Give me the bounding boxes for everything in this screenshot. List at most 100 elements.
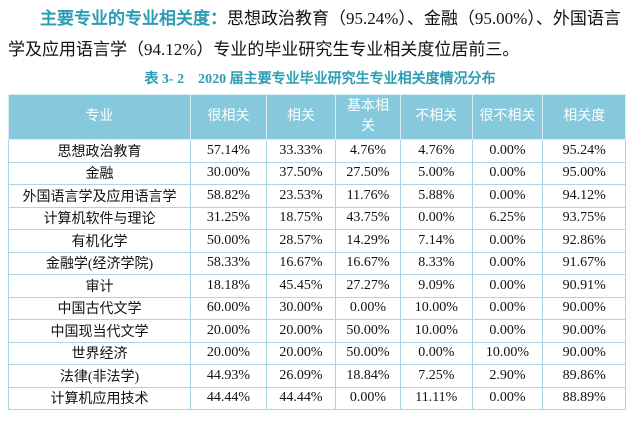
- table-cell: 26.09%: [265, 364, 337, 388]
- table-cell: 16.67%: [265, 251, 337, 275]
- table-cell: 44.93%: [190, 364, 267, 388]
- table-cell: 93.75%: [542, 206, 626, 230]
- table-cell: 20.00%: [190, 341, 267, 365]
- table-cell: 90.91%: [542, 274, 626, 298]
- table-cell: 18.75%: [265, 206, 337, 230]
- table-cell: 20.00%: [265, 341, 337, 365]
- table-row: 法律(非法学) 44.93% 26.09% 18.84% 7.25% 2.90% 89.86…: [7, 364, 626, 388]
- table-cell: 0.00%: [335, 386, 401, 410]
- table-cell: 28.57%: [265, 229, 337, 253]
- table-cell: 0.00%: [471, 184, 544, 208]
- header-cell: 相关度: [542, 94, 626, 140]
- table-cell: 44.44%: [190, 386, 267, 410]
- table-cell: 88.89%: [542, 386, 626, 410]
- table-cell: 0.00%: [471, 229, 544, 253]
- table-cell: 43.75%: [335, 206, 401, 230]
- table-cell: 0.00%: [471, 274, 544, 298]
- table-cell: 7.25%: [399, 364, 473, 388]
- table: 专业 很相关 相关 基本相关 不相关 很不相关 相关度 思想政治教育 57.14% 33.33%…: [7, 94, 626, 410]
- table-row: 中国现当代文学 20.00% 20.00% 50.00% 10.00% 0.00% 90.0…: [7, 319, 626, 343]
- table-row: 有机化学 50.00% 28.57% 14.29% 7.14% 0.00% 92.86%: [7, 229, 626, 253]
- table-cell: 法律(非法学): [7, 364, 192, 388]
- table-cell: 7.14%: [399, 229, 473, 253]
- table-cell: 金融学(经济学院): [7, 251, 192, 275]
- header-cell: 专业: [7, 94, 192, 140]
- table-cell: 10.00%: [399, 296, 473, 320]
- table-cell: 外国语言学及应用语言学: [7, 184, 192, 208]
- table-cell: 20.00%: [265, 319, 337, 343]
- table-cell: 中国现当代文学: [7, 319, 192, 343]
- table-cell: 33.33%: [265, 139, 337, 163]
- table-cell: 4.76%: [335, 139, 401, 163]
- table-cell: 中国古代文学: [7, 296, 192, 320]
- table-cell: 95.24%: [542, 139, 626, 163]
- header-cell: 基本相关: [335, 94, 401, 140]
- table-cell: 计算机应用技术: [7, 386, 192, 410]
- table-cell: 10.00%: [471, 341, 544, 365]
- table-cell: 11.76%: [335, 184, 401, 208]
- highlight: 主要专业的专业相关度：: [40, 9, 227, 28]
- header-cell: 很不相关: [471, 94, 544, 140]
- table-cell: 9.09%: [399, 274, 473, 298]
- table-cell: 92.86%: [542, 229, 626, 253]
- table-cell: 世界经济: [7, 341, 192, 365]
- table-cell: 0.00%: [471, 319, 544, 343]
- table-cell: 90.00%: [542, 296, 626, 320]
- table-cell: 0.00%: [399, 341, 473, 365]
- table-row: 中国古代文学 60.00% 30.00% 0.00% 10.00% 0.00% 90.00%: [7, 296, 626, 320]
- table-cell: 0.00%: [335, 296, 401, 320]
- table-cell: 8.33%: [399, 251, 473, 275]
- table-cell: 4.76%: [399, 139, 473, 163]
- header-cell: 相关: [265, 94, 337, 140]
- table-cell: 30.00%: [190, 161, 267, 185]
- table-cell: 31.25%: [190, 206, 267, 230]
- table-cell: 0.00%: [471, 386, 544, 410]
- table-cell: 5.00%: [399, 161, 473, 185]
- table-cell: 思想政治教育: [7, 139, 192, 163]
- header-cell: 不相关: [399, 94, 473, 140]
- table-cell: 50.00%: [190, 229, 267, 253]
- table-cell: 6.25%: [471, 206, 544, 230]
- table-cell: 90.00%: [542, 319, 626, 343]
- paragraph-line: 学及应用语言学（94.12%）专业的毕业研究生专业相关度位居前三。: [8, 40, 520, 59]
- table-cell: 2.90%: [471, 364, 544, 388]
- table-cell: 37.50%: [265, 161, 337, 185]
- table-cell: 50.00%: [335, 341, 401, 365]
- table-cell: 57.14%: [190, 139, 267, 163]
- table-cell: 0.00%: [471, 296, 544, 320]
- table-cell: 11.11%: [399, 386, 473, 410]
- table-cell: 44.44%: [265, 386, 337, 410]
- table-cell: 50.00%: [335, 319, 401, 343]
- table-cell: 91.67%: [542, 251, 626, 275]
- table-cell: 计算机软件与理论: [7, 206, 192, 230]
- header-row: 专业 很相关 相关 基本相关 不相关 很不相关 相关度: [7, 94, 626, 140]
- table-cell: 0.00%: [471, 139, 544, 163]
- table-cell: 16.67%: [335, 251, 401, 275]
- table-caption: 表 3- 2 2020 届主要专业毕业研究生专业相关度情况分布: [144, 72, 496, 87]
- table-cell: 18.18%: [190, 274, 267, 298]
- table-cell: 5.88%: [399, 184, 473, 208]
- table-cell: 0.00%: [471, 251, 544, 275]
- table-cell: 23.53%: [265, 184, 337, 208]
- table-cell: 有机化学: [7, 229, 192, 253]
- text: 思想政治教育（95.24%）、金融（95.00%）、外国语言: [227, 9, 621, 28]
- table-cell: 20.00%: [190, 319, 267, 343]
- table-cell: 58.33%: [190, 251, 267, 275]
- table-cell: 58.82%: [190, 184, 267, 208]
- table-cell: 95.00%: [542, 161, 626, 185]
- table-cell: 94.12%: [542, 184, 626, 208]
- table-cell: 45.45%: [265, 274, 337, 298]
- table-cell: 0.00%: [399, 206, 473, 230]
- table-row: 计算机软件与理论 31.25% 18.75% 43.75% 0.00% 6.25% 93.7…: [7, 206, 626, 230]
- table-cell: 90.00%: [542, 341, 626, 365]
- table-cell: 27.50%: [335, 161, 401, 185]
- paragraph-line: 主要专业的专业相关度：思想政治教育（95.24%）、金融（95.00%）、外国语…: [40, 4, 621, 29]
- table-cell: 14.29%: [335, 229, 401, 253]
- table-cell: 0.00%: [471, 161, 544, 185]
- table-body: 思想政治教育 57.14% 33.33% 4.76% 4.76% 0.00% 95.24% 金…: [7, 139, 626, 410]
- table-row: 世界经济 20.00% 20.00% 50.00% 0.00% 10.00% 90.00%: [7, 341, 626, 365]
- table-cell: 审计: [7, 274, 192, 298]
- table-cell: 18.84%: [335, 364, 401, 388]
- table-cell: 89.86%: [542, 364, 626, 388]
